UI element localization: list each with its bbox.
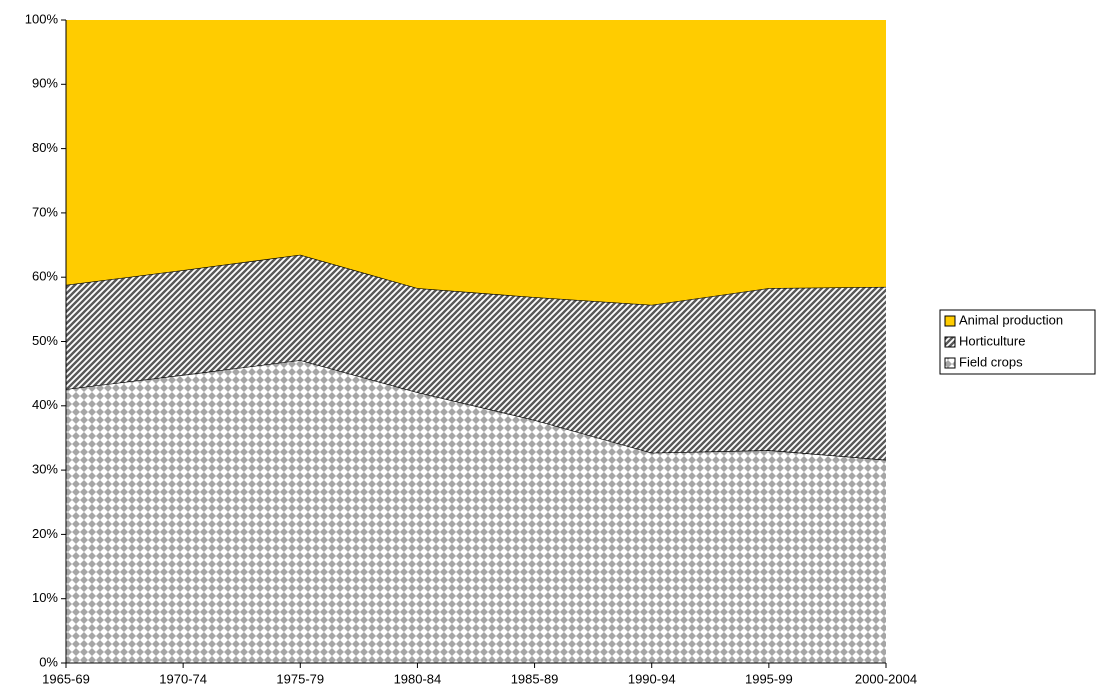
y-tick-label: 60% bbox=[32, 269, 58, 284]
area bbox=[66, 360, 886, 663]
y-tick-label: 100% bbox=[25, 11, 59, 26]
x-tick-label: 1980-84 bbox=[394, 671, 442, 686]
x-tick-label: 1990-94 bbox=[628, 671, 676, 686]
y-tick-label: 20% bbox=[32, 526, 58, 541]
x-tick-label: 1985-89 bbox=[511, 671, 559, 686]
y-tick-label: 0% bbox=[39, 654, 58, 669]
y-tick-label: 50% bbox=[32, 333, 58, 348]
legend-swatch bbox=[944, 357, 956, 369]
legend-label: Field crops bbox=[959, 354, 1023, 369]
y-tick-label: 10% bbox=[32, 590, 58, 605]
legend-swatch bbox=[944, 315, 956, 327]
area bbox=[66, 20, 886, 305]
x-tick-label: 1975-79 bbox=[276, 671, 324, 686]
y-tick-label: 90% bbox=[32, 76, 58, 91]
legend-label: Animal production bbox=[959, 312, 1063, 327]
x-tick-label: 2000-2004 bbox=[855, 671, 917, 686]
legend: Animal production Horticulture Field crops bbox=[939, 309, 1096, 375]
area bbox=[66, 254, 886, 460]
x-tick-label: 1995-99 bbox=[745, 671, 793, 686]
legend-box bbox=[939, 309, 1096, 375]
legend-swatch bbox=[944, 336, 956, 348]
legend-label: Horticulture bbox=[959, 333, 1025, 348]
y-tick-label: 70% bbox=[32, 204, 58, 219]
x-tick-label: 1965-69 bbox=[42, 671, 90, 686]
y-tick-label: 40% bbox=[32, 397, 58, 412]
x-tick-label: 1970-74 bbox=[159, 671, 207, 686]
y-tick-label: 30% bbox=[32, 462, 58, 477]
y-tick-label: 80% bbox=[32, 140, 58, 155]
